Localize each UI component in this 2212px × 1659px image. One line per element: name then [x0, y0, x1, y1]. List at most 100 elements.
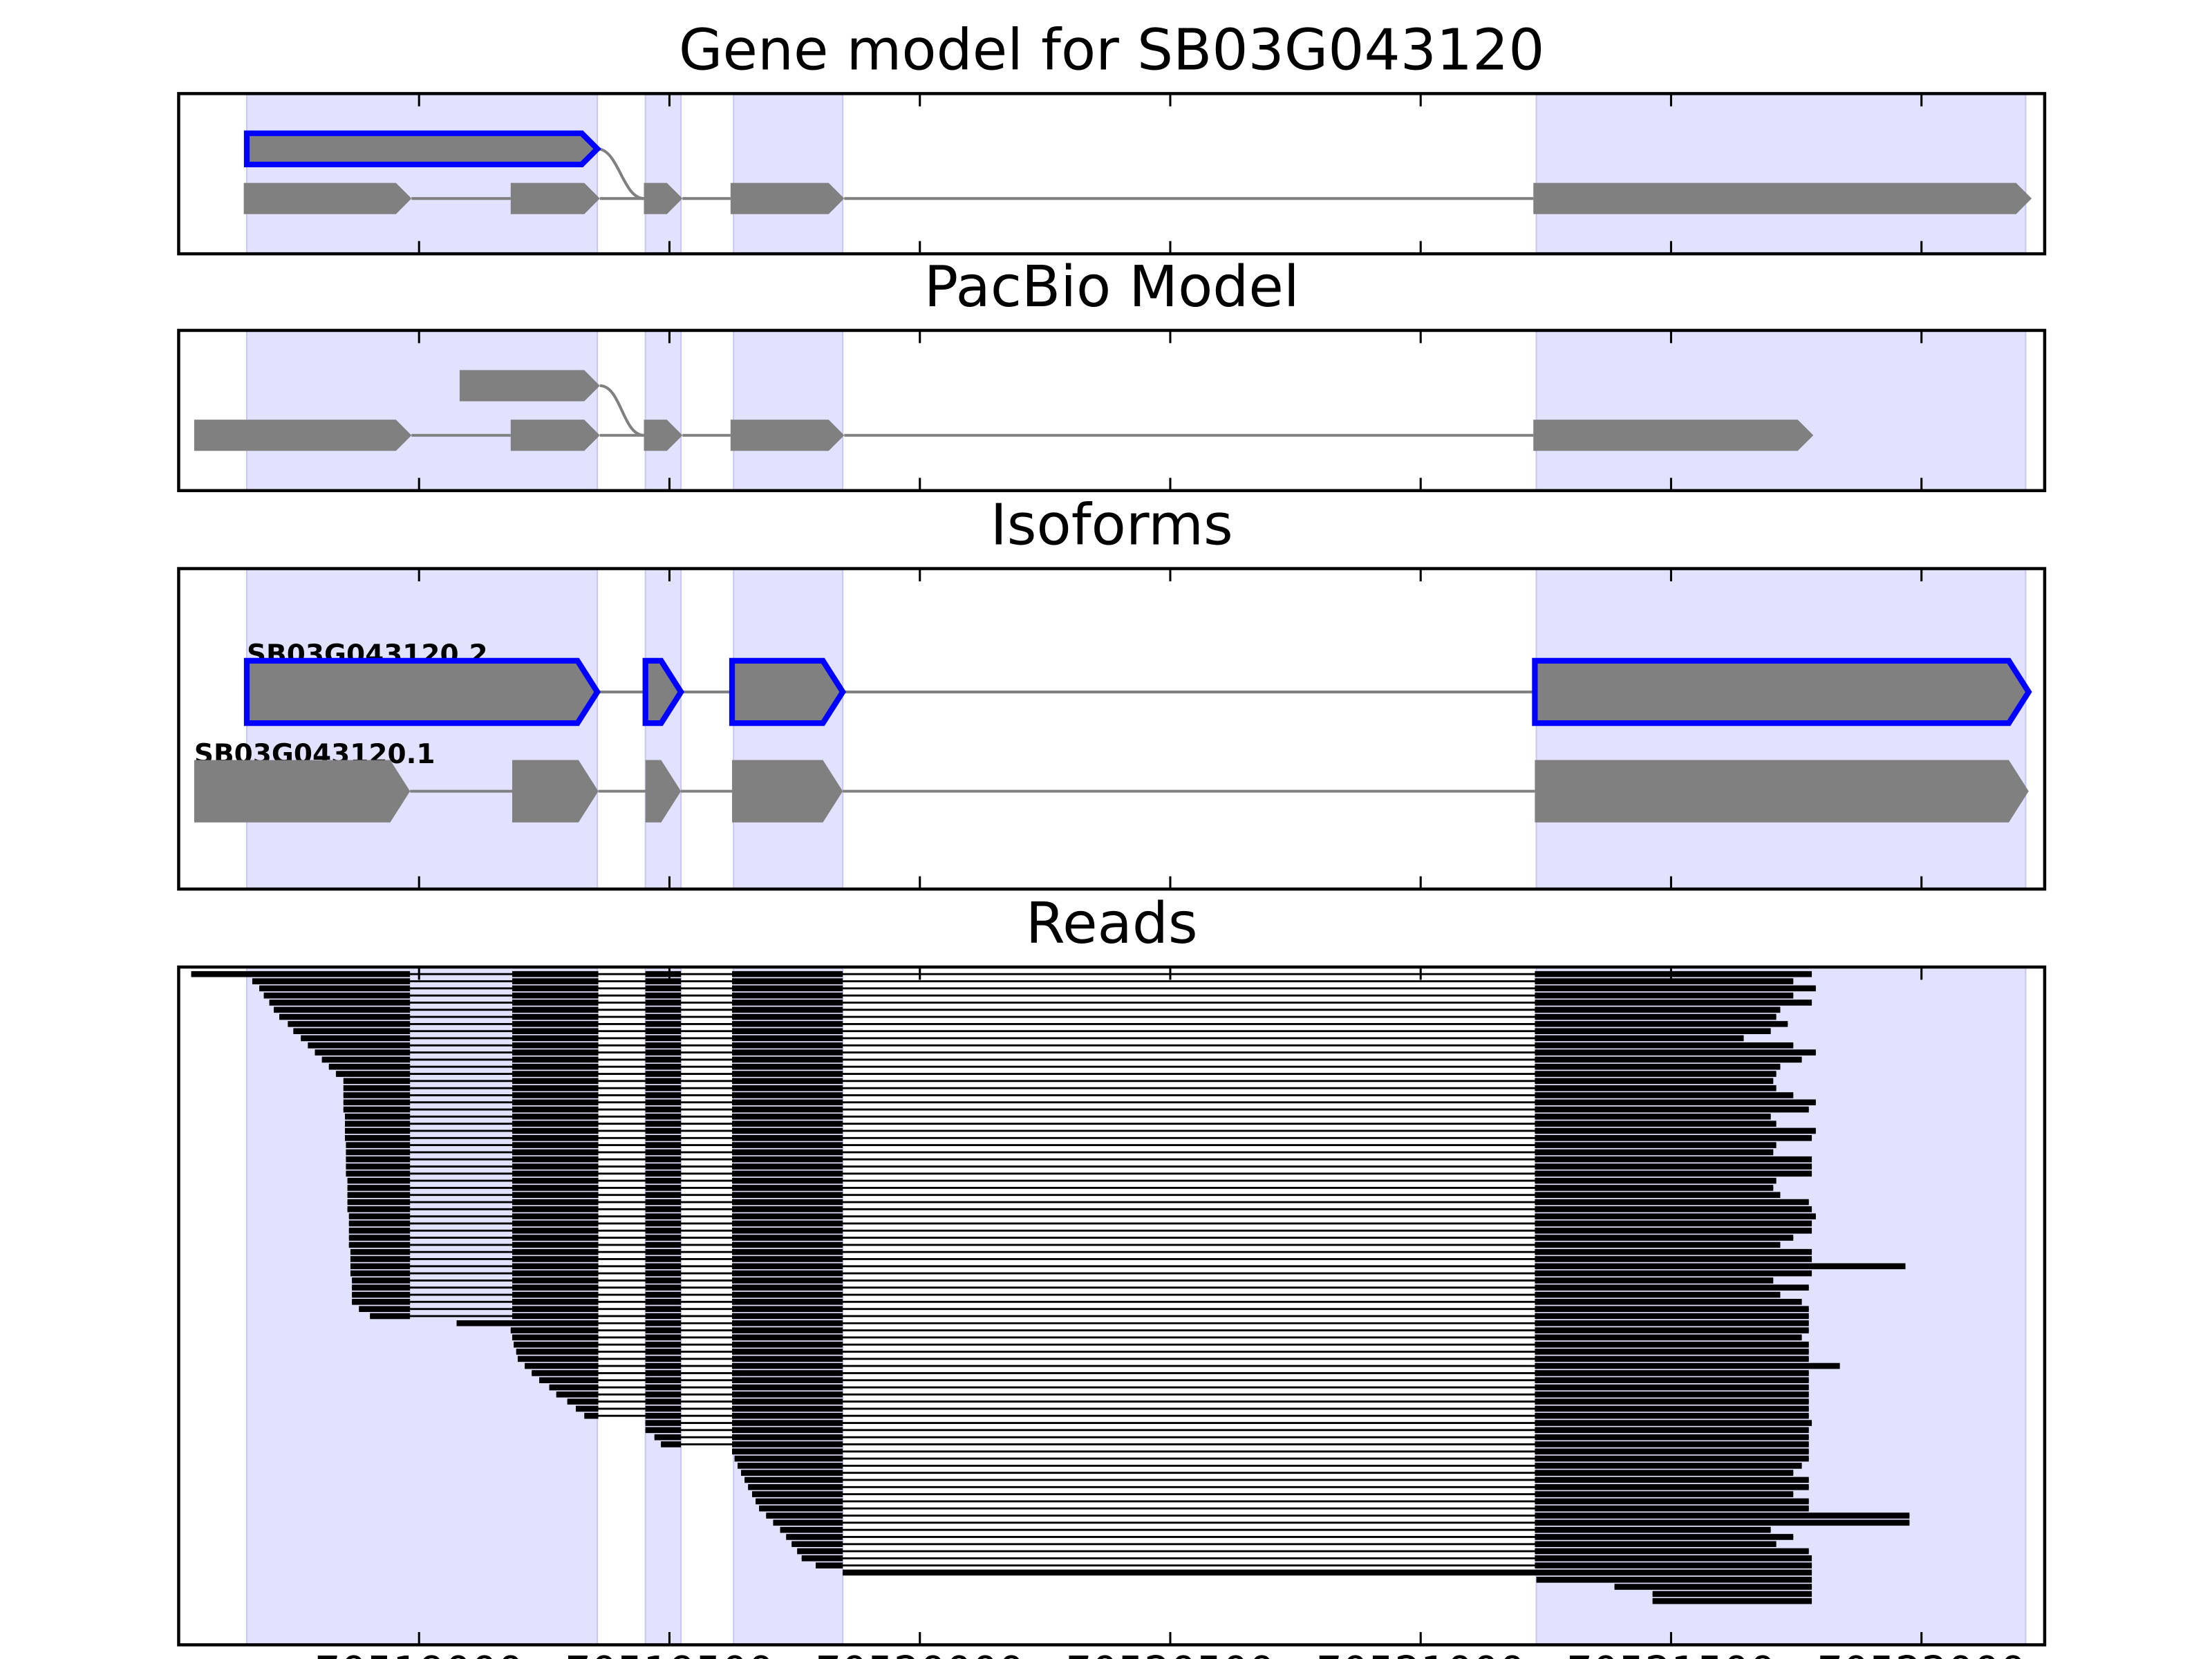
exon-block: [1532, 657, 2032, 727]
exon-block: [459, 370, 600, 402]
read-blocks: [584, 1412, 1809, 1419]
read-blocks: [575, 1405, 1809, 1412]
exon-block: [194, 760, 411, 823]
read-blocks: [748, 1483, 1809, 1490]
read-blocks: [252, 978, 1794, 984]
exon-highlight: [733, 329, 844, 491]
read-blocks: [348, 1213, 1816, 1219]
read-blocks: [514, 1341, 1809, 1348]
read-blocks: [263, 992, 1794, 999]
read-blocks: [308, 1042, 1794, 1049]
read-blocks: [315, 1049, 1816, 1056]
exon-block: [243, 182, 412, 214]
read-blocks: [350, 1263, 1906, 1270]
read-blocks: [343, 1078, 1774, 1085]
read-blocks: [801, 1555, 1812, 1562]
read-blocks: [843, 1569, 1812, 1576]
read-blocks: [352, 1284, 1809, 1291]
read-blocks: [661, 1441, 1809, 1447]
exon-block: [642, 657, 684, 727]
read-blocks: [344, 1114, 1771, 1120]
x-tick-label: 70519500: [565, 1649, 774, 1659]
read-blocks: [279, 1013, 1777, 1020]
exon-highlight: [733, 568, 844, 890]
exon-highlight: [1535, 93, 2027, 255]
read-blocks: [347, 1185, 1774, 1191]
exon-highlight: [245, 329, 599, 491]
read-blocks: [346, 1142, 1777, 1148]
x-tick-label: 70519000: [315, 1649, 524, 1659]
junction-connector: [599, 384, 644, 437]
read-blocks: [797, 1548, 1809, 1555]
panel-title: Reads: [1026, 891, 1198, 957]
exon-block: [510, 182, 600, 214]
x-tick-label: 70520000: [815, 1649, 1024, 1659]
read-blocks: [347, 1199, 1809, 1206]
read-blocks: [346, 1170, 1812, 1177]
read-blocks: [350, 1270, 1812, 1277]
read-blocks: [517, 1356, 1809, 1362]
read-blocks: [274, 1006, 1781, 1013]
read-blocks: [350, 1248, 1812, 1255]
x-tick-label: 70520500: [1066, 1649, 1275, 1659]
read-blocks: [301, 1035, 1744, 1042]
exon-highlight: [245, 93, 599, 255]
read-blocks: [288, 1021, 1788, 1027]
read-blocks: [352, 1299, 1802, 1305]
exon-block: [644, 420, 683, 451]
read-blocks: [732, 1448, 1809, 1455]
read-blocks: [549, 1384, 1809, 1391]
exon-block: [243, 657, 601, 727]
read-blocks: [556, 1391, 1809, 1398]
exon-block: [730, 420, 845, 451]
exon-block: [732, 760, 843, 823]
read-blocks: [539, 1377, 1809, 1384]
exon-highlight: [245, 568, 599, 890]
exon-highlight: [644, 329, 682, 491]
read-blocks: [348, 1227, 1812, 1234]
exon-block: [729, 657, 847, 727]
read-blocks: [352, 1277, 1774, 1284]
x-tick-label: 70521000: [1316, 1649, 1526, 1659]
read-blocks: [512, 1334, 1802, 1341]
exon-block: [645, 760, 682, 823]
exon-block: [644, 182, 683, 214]
exon-block: [1533, 182, 2032, 214]
read-blocks: [335, 1071, 1777, 1077]
read-blocks: [347, 1177, 1777, 1184]
read-blocks: [293, 1028, 1771, 1034]
read-blocks: [348, 1220, 1812, 1227]
exon-block: [1533, 420, 1814, 451]
exon-block: [1535, 760, 2029, 823]
read-blocks: [352, 1291, 1781, 1298]
read-blocks: [516, 1349, 1809, 1355]
read-blocks: [645, 1420, 1812, 1426]
panel-frame: [177, 567, 2047, 891]
exon-block: [512, 760, 599, 823]
x-tick-label: 70521500: [1566, 1649, 1776, 1659]
panel-title: Gene model for SB03G043120: [679, 17, 1545, 83]
read-blocks: [456, 1320, 1809, 1327]
read-blocks: [1652, 1591, 1812, 1597]
junction-connector: [597, 147, 644, 200]
read-blocks: [756, 1498, 1809, 1505]
read-blocks: [773, 1519, 1910, 1526]
read-blocks: [645, 1427, 1809, 1434]
read-blocks: [759, 1505, 1809, 1512]
read-blocks: [532, 1370, 1809, 1376]
read-blocks: [343, 1106, 1809, 1113]
read-blocks: [348, 1241, 1781, 1248]
exon-block: [730, 182, 845, 214]
exon-highlight: [1535, 568, 2027, 890]
x-tick-label: 70522000: [1817, 1649, 2026, 1659]
read-blocks: [738, 1463, 1802, 1469]
read-blocks: [741, 1470, 1794, 1476]
read-blocks: [343, 1092, 1794, 1098]
read-blocks: [525, 1362, 1840, 1369]
read-blocks: [359, 1306, 1809, 1312]
exon-highlight: [644, 93, 682, 255]
panel-frame: [177, 965, 2047, 1647]
read-blocks: [744, 1477, 1809, 1483]
